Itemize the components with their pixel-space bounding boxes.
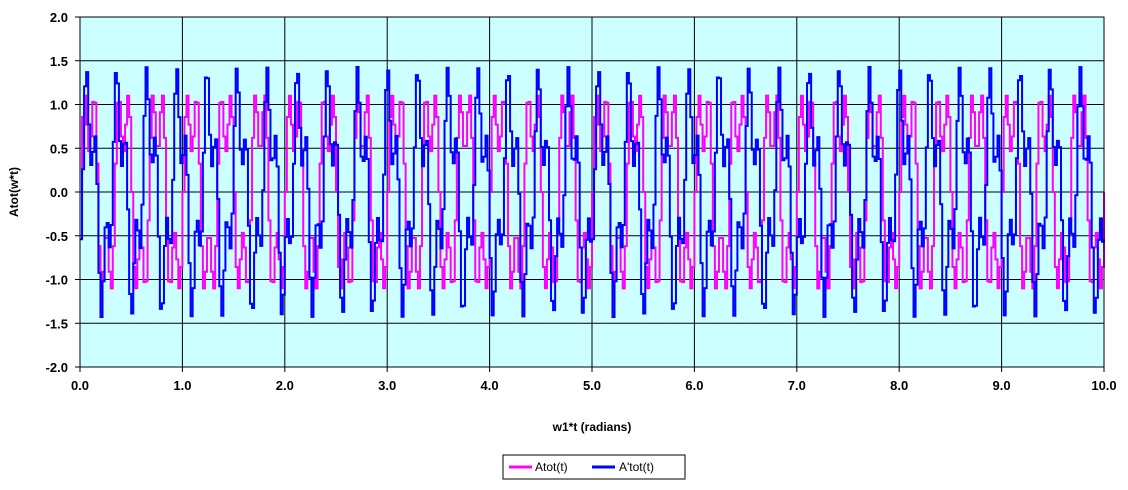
x-tick-label: 6.0 [685, 378, 703, 393]
series-layer [80, 66, 1105, 318]
y-tick-label: -1.0 [46, 273, 68, 288]
series-atot-prime-line [80, 66, 1105, 318]
y-tick-label: 0.0 [50, 185, 68, 200]
x-tick-label: 8.0 [890, 378, 908, 393]
x-tick-label: 1.0 [173, 378, 191, 393]
x-axis-ticks: 0.0 1.0 2.0 3.0 4.0 5.0 6.0 7.0 8.0 9.0 10.0 [71, 367, 1117, 393]
x-tick-label: 5.0 [583, 378, 601, 393]
x-tick-label: 7.0 [788, 378, 806, 393]
x-tick-label: 10.0 [1091, 378, 1116, 393]
x-tick-label: 3.0 [378, 378, 396, 393]
y-axis-title: Atot(w*t) [7, 167, 21, 217]
x-axis-title: w1*t (radians) [552, 420, 632, 434]
y-tick-label: 1.0 [50, 98, 68, 113]
legend-label-atot-prime: A'tot(t) [619, 460, 654, 474]
legend-label-atot: Atot(t) [535, 460, 568, 474]
x-tick-label: 9.0 [993, 378, 1011, 393]
y-tick-label: 1.5 [50, 54, 68, 69]
y-tick-label: 2.0 [50, 10, 68, 25]
x-tick-label: 0.0 [71, 378, 89, 393]
y-tick-label: -0.5 [46, 229, 68, 244]
legend: Atot(t) A'tot(t) [502, 454, 686, 480]
series-atot-line [80, 94, 1105, 290]
y-tick-label: 0.5 [50, 141, 68, 156]
x-tick-label: 4.0 [481, 378, 499, 393]
x-tick-label: 2.0 [276, 378, 294, 393]
y-axis-ticks: 2.0 1.5 1.0 0.5 0.0 -0.5 -1.0 -1.5 -2.0 [46, 10, 80, 375]
y-tick-label: -1.5 [46, 316, 68, 331]
y-tick-label: -2.0 [46, 360, 68, 375]
